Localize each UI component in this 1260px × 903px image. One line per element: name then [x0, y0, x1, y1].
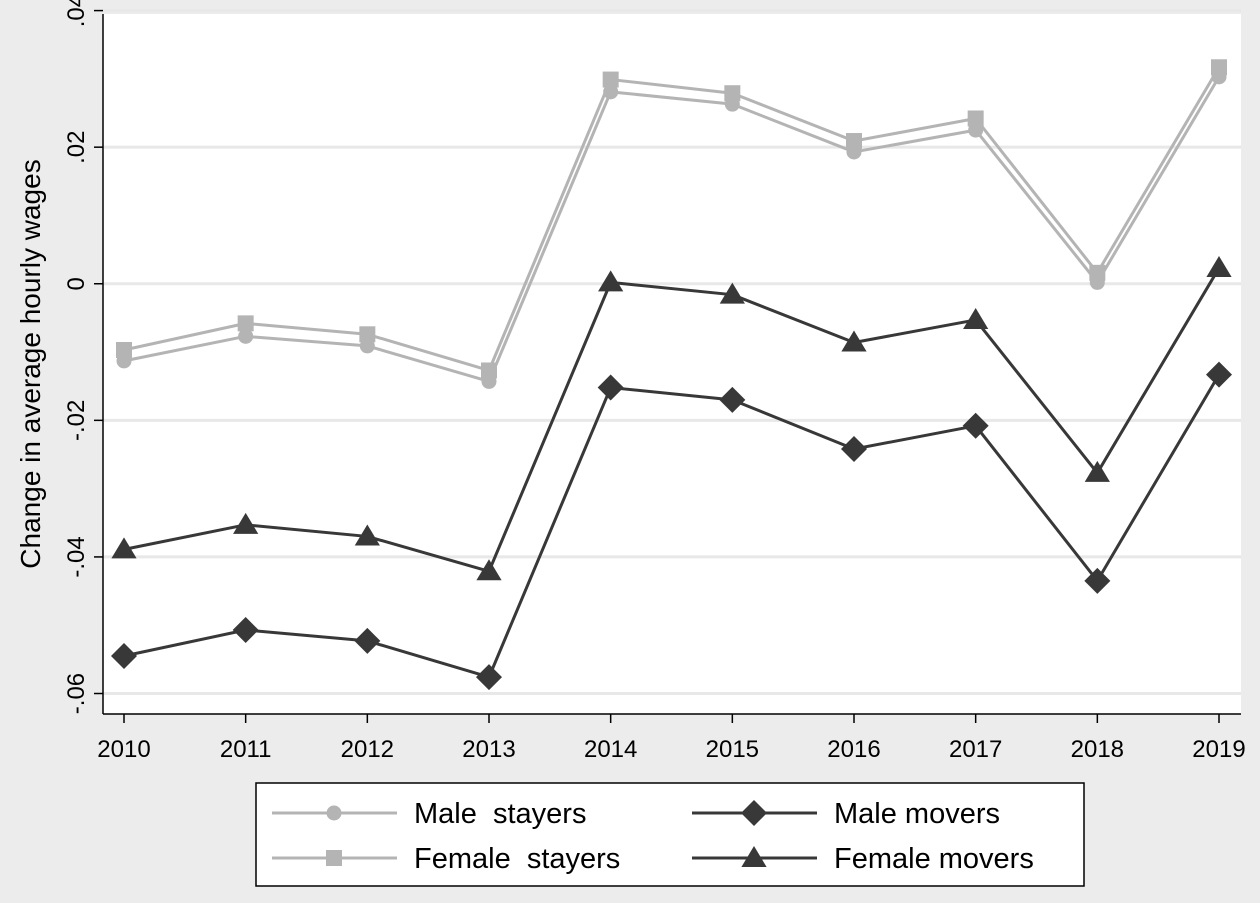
x-tick-label: 2012 — [341, 736, 394, 763]
legend-box — [255, 782, 1085, 887]
legend-marker — [741, 846, 767, 867]
y-tick-label: -.02 — [63, 400, 90, 441]
series-1 — [116, 59, 1227, 379]
series-3 — [111, 256, 1232, 581]
y-axis-title: Change in average hourly wages — [15, 159, 46, 568]
x-tick-label: 2017 — [949, 736, 1002, 763]
data-point — [1206, 256, 1232, 278]
data-point — [237, 315, 254, 332]
data-point — [724, 85, 741, 102]
data-point — [1089, 264, 1106, 281]
x-tick-label: 2018 — [1071, 736, 1124, 763]
series-line — [123, 373, 1221, 679]
plot-background — [103, 14, 1241, 714]
data-point — [354, 627, 381, 654]
x-tick-label: 2010 — [97, 736, 150, 763]
legend-label: Female movers — [834, 843, 1034, 875]
x-tick-label: 2019 — [1192, 736, 1245, 763]
x-tick-label: 2014 — [584, 736, 637, 763]
series-line — [123, 66, 1221, 372]
data-point — [719, 386, 746, 413]
legend-item: Female movers — [692, 843, 1034, 875]
data-point — [967, 110, 984, 127]
data-point — [841, 436, 867, 463]
data-point — [846, 133, 862, 150]
legend-label: Male stayers — [414, 798, 586, 830]
x-tick-label: 2011 — [220, 736, 272, 763]
data-point — [602, 71, 619, 88]
data-point — [481, 362, 497, 379]
data-point — [1084, 460, 1110, 482]
x-tick-label: 2016 — [827, 736, 880, 763]
legend-marker — [326, 850, 342, 866]
data-point — [841, 330, 867, 352]
data-point — [597, 374, 624, 401]
data-point — [354, 524, 380, 546]
legend-item: Female stayers — [272, 843, 620, 875]
legend-item: Male stayers — [272, 798, 586, 830]
series-2 — [111, 361, 1232, 691]
data-point — [232, 617, 259, 643]
data-point — [233, 512, 259, 534]
y-tick-label: -.04 — [63, 536, 90, 577]
data-point — [1084, 567, 1111, 594]
data-point — [476, 559, 502, 581]
x-tick-label: 2015 — [706, 736, 759, 763]
legend-label: Female stayers — [414, 843, 620, 875]
data-point — [111, 642, 137, 669]
data-point — [238, 328, 254, 344]
series-line — [123, 267, 1221, 573]
data-point — [598, 270, 624, 292]
data-point — [963, 307, 989, 329]
data-point — [719, 282, 745, 304]
legend-label: Male movers — [834, 798, 1000, 830]
data-point — [1206, 361, 1232, 388]
data-point — [1211, 59, 1227, 76]
legend-marker — [741, 800, 767, 826]
data-point — [116, 342, 132, 358]
legend: Male stayers Male movers Female stayers Fem… — [255, 782, 1085, 887]
data-point — [111, 537, 137, 559]
y-tick-label: .02 — [63, 130, 90, 163]
legend-item: Male movers — [692, 798, 1000, 830]
y-tick-label: -.06 — [63, 673, 90, 714]
legend-marker — [326, 805, 342, 821]
series-line — [123, 76, 1221, 383]
data-point — [359, 326, 376, 343]
data-point — [962, 412, 989, 439]
y-tick-label: 0 — [63, 277, 90, 290]
data-point — [476, 664, 502, 691]
x-tick-label: 2013 — [462, 736, 515, 763]
y-tick-label: .04 — [63, 0, 90, 27]
